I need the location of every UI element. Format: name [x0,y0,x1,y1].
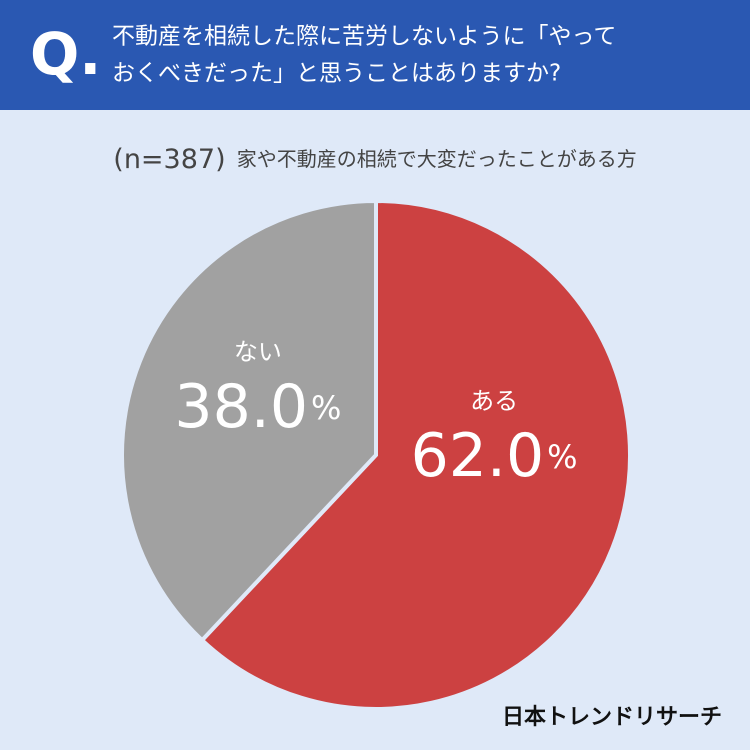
source: 日本トレンドリサーチ [502,705,722,730]
subtitle-text: 家や不動産の相続で大変だったことがある方 [237,147,637,171]
header [0,0,750,110]
title-line: おくべきだった」と思うことはありますか? [112,61,561,87]
slice-value: 38.0% [174,372,341,442]
slice-category: ない [234,338,282,366]
slice-value: 62.0% [411,420,578,490]
title-line: 不動産を相続した際に苦労しないように「やって [112,24,616,50]
pie-slice [120,198,378,643]
sample-size: (n=387) [113,144,225,175]
question-mark: Q. [30,20,101,88]
slice-category: ある [470,387,518,415]
pie-slice [199,198,632,711]
subtitle: (n=387) 家や不動産の相続で大変だったことがある方 [113,144,636,175]
